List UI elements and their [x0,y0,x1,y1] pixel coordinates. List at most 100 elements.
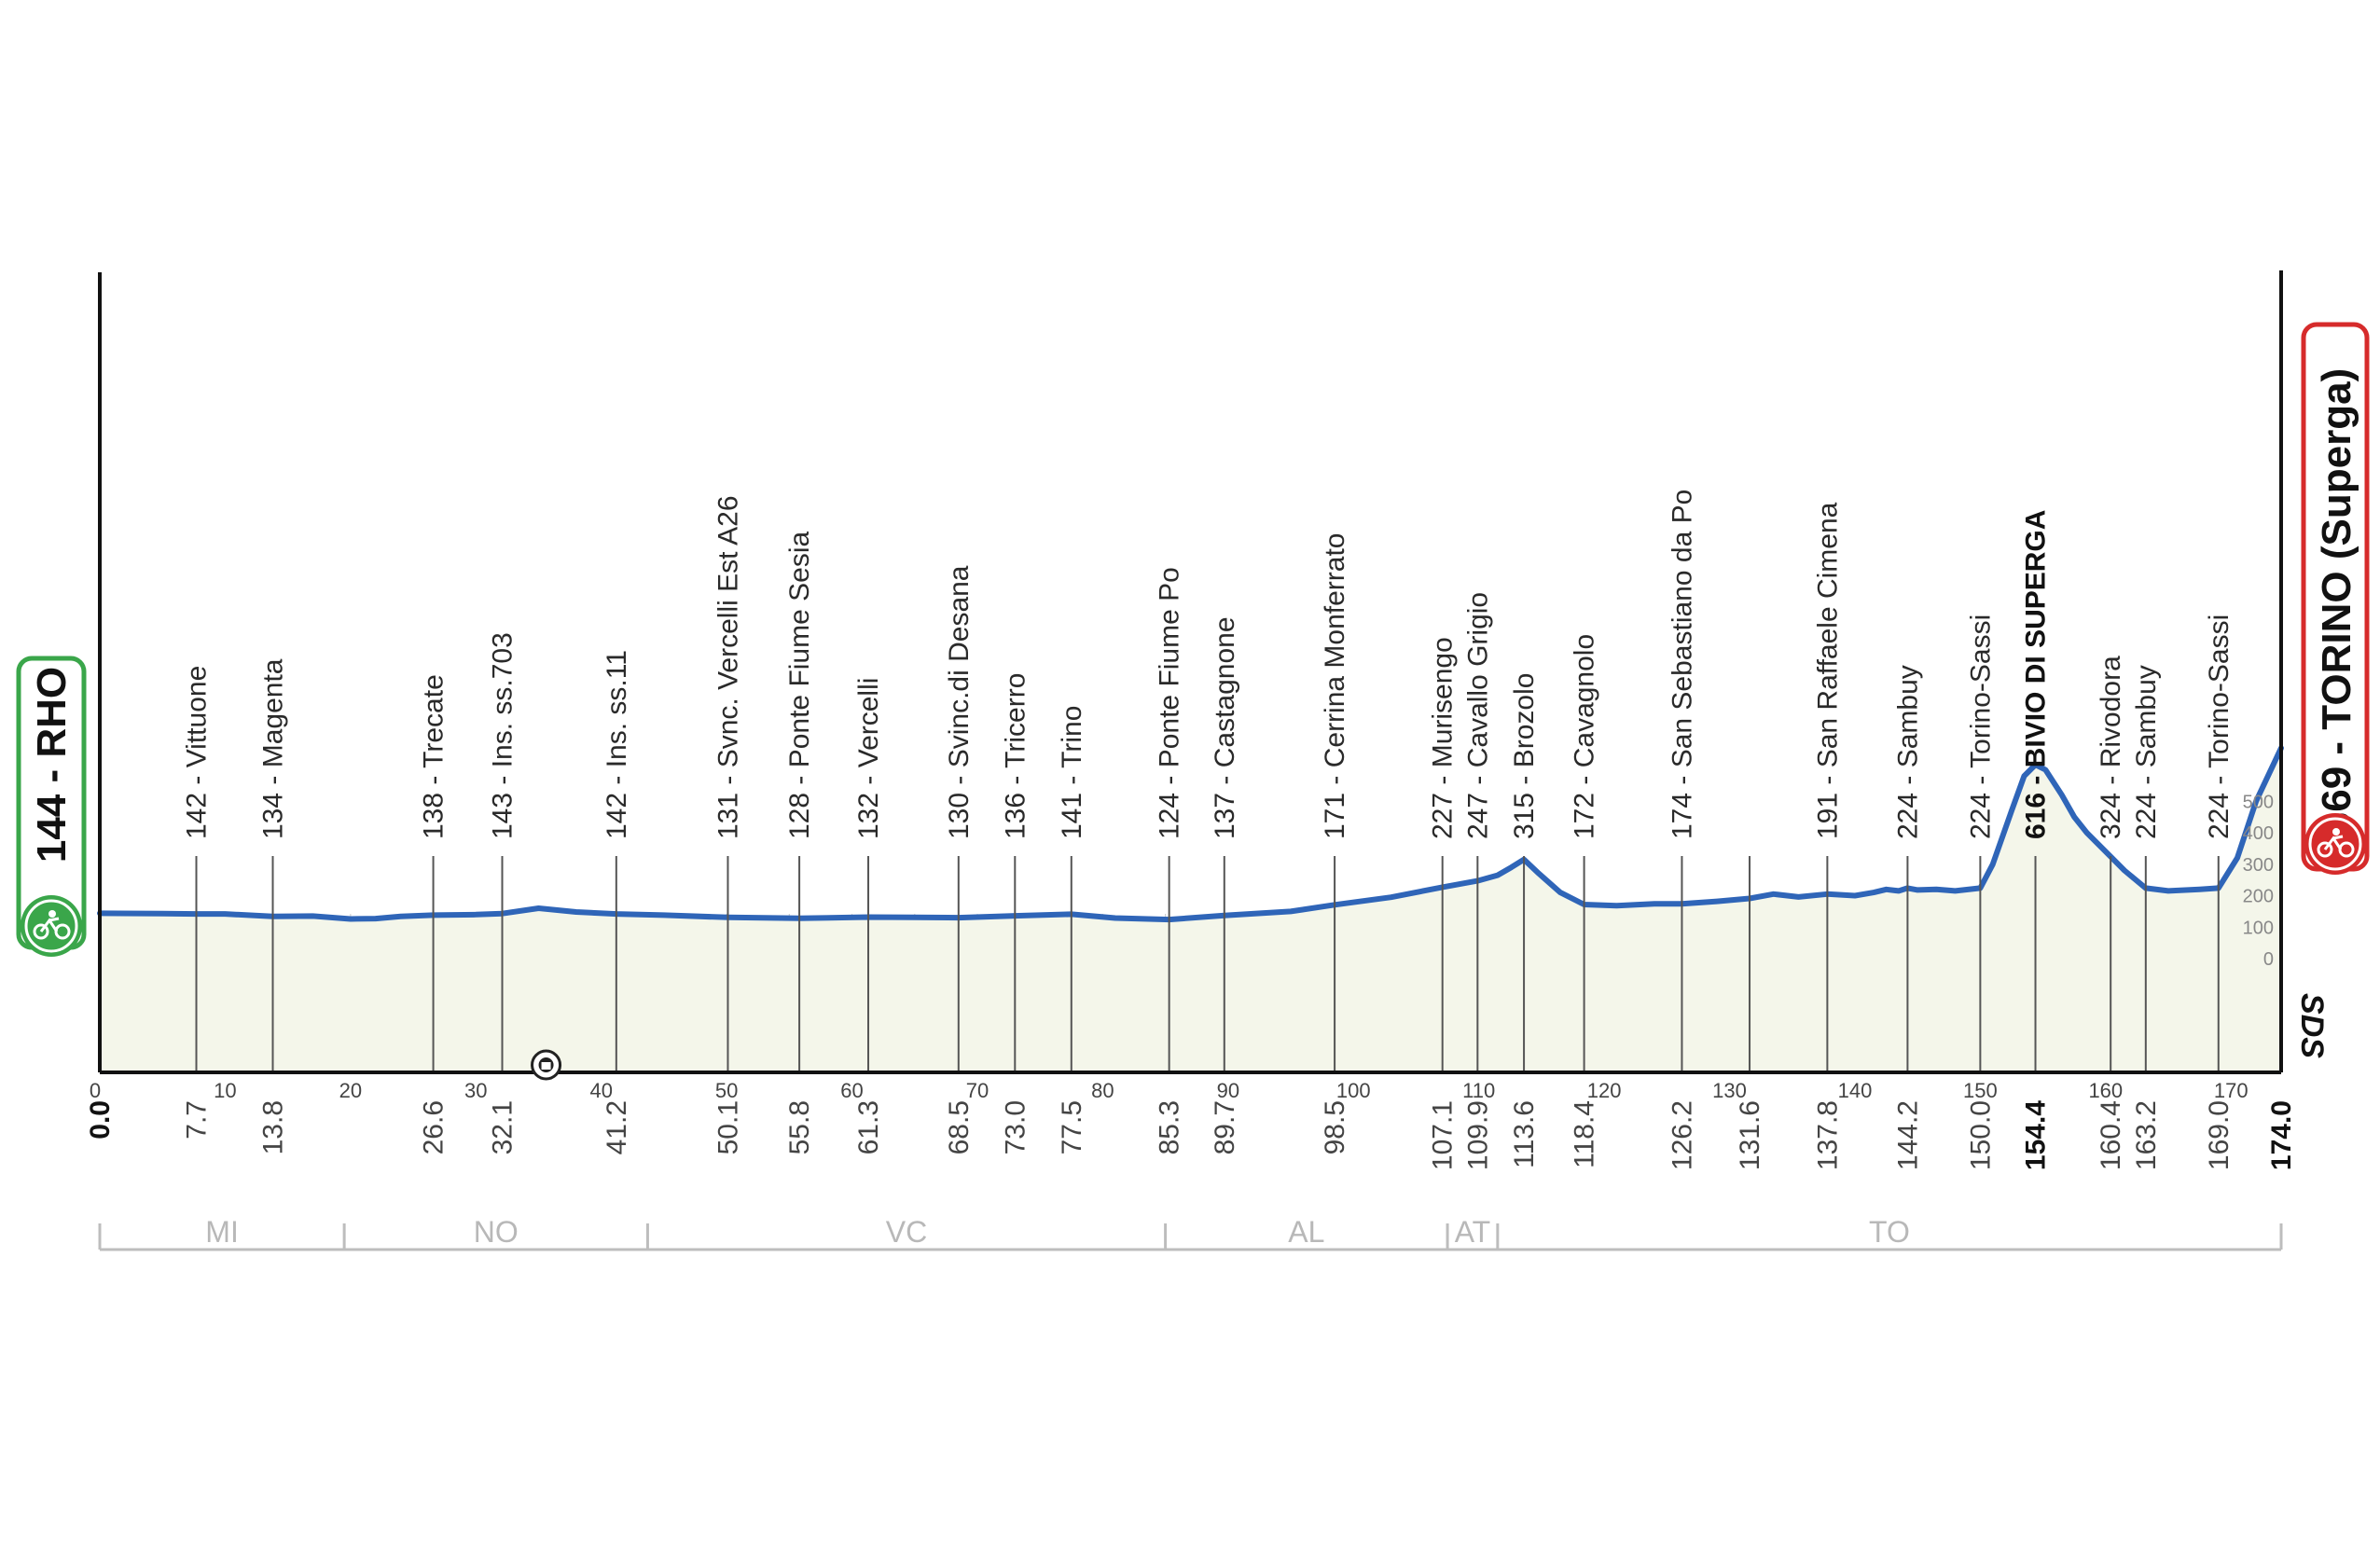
checkpoint-km-label: 107.1 [1428,1100,1459,1170]
tunnel-icon-opening [541,1062,551,1070]
checkpoint-label: 171 - Cerrina Monferrato [1320,533,1350,839]
checkpoint-label: 138 - Trecate [419,674,450,839]
checkpoint-label: 616 - BIVIO DI SUPERGA [2021,510,2052,839]
km-tick-label: 140 [1838,1079,1873,1102]
checkpoint-km-label: 68.5 [944,1100,975,1154]
checkpoint-label: 124 - Ponte Fiume Po [1155,567,1185,839]
finish-label: 669 - TORINO (Superga) [2314,368,2359,835]
region-bar: MI NO VC AL AT TO [98,1215,2283,1251]
checkpoint-km-label: 160.4 [2096,1100,2126,1170]
km-tick-label: 80 [1091,1079,1114,1102]
finish-badge: 669 - TORINO (Superga) [2301,322,2370,875]
checkpoint-km-label: 154.4 [2021,1100,2052,1170]
altitude-tick-label: 100 [2243,918,2274,938]
altitude-tick-label: 400 [2243,823,2274,844]
checkpoint-km-label: 77.5 [1057,1100,1087,1154]
km-tick-label: 40 [589,1079,612,1102]
checkpoint-label: 128 - Ponte Fiume Sesia [784,532,815,839]
km-tick-label: 130 [1712,1079,1747,1102]
region-label: NO [474,1215,519,1249]
checkpoint-label: 315 - Brozolo [1509,673,1540,839]
profile-area [100,748,2281,1072]
checkpoint-km-label: 118.4 [1570,1100,1600,1168]
start-badge: 144 - RHO [16,656,87,957]
start-cyclist-icon [21,895,82,957]
finish-km-label: 174.0 [2266,1100,2297,1170]
checkpoint-label: 143 - Ins. ss.703 [488,632,519,839]
checkpoint-label: 134 - Magenta [258,658,289,839]
profile-layer [97,745,2284,1072]
checkpoint-km-label: 7.7 [182,1100,213,1140]
checkpoint-label: 141 - Trino [1057,706,1087,839]
checkpoint-km-label: 89.7 [1210,1100,1240,1154]
checkpoint-km-label: 61.3 [853,1100,884,1154]
start-km-label: 0.0 [85,1100,116,1140]
checkpoint-label: 132 - Vercelli [853,678,884,839]
checkpoint-label: 136 - Tricerro [1000,673,1031,839]
region-label: AT [1455,1215,1491,1249]
checkpoint-km-label: 13.8 [258,1100,289,1154]
checkpoint-km-label: 126.2 [1667,1100,1697,1170]
checkpoint-km-label: 55.8 [784,1100,815,1154]
km-tick-label: 10 [214,1079,236,1102]
checkpoint-label: 131 - Svnc. Vercelli Est A26 [713,495,743,839]
tunnel-icon [531,1049,562,1081]
checkpoint-km-label: 144.2 [1892,1100,1923,1170]
checkpoint-label: 224 - Sambuy [1892,665,1923,839]
checkpoint-km-label: 131.6 [1735,1100,1765,1170]
km-tick-label: 100 [1336,1079,1371,1102]
region-label: AL [1288,1215,1324,1249]
checkpoint-label: 191 - San Raffaele Cimena [1812,502,1843,839]
checkpoint-km-label: 73.0 [1000,1100,1031,1154]
checkpoint-label: 172 - Cavagnolo [1570,634,1600,839]
checkpoint-km-label: 113.6 [1509,1100,1540,1168]
x-axis: 7.7 13.8 26.6 32.1 41.2 50.1 55.8 61.3 68.5 73.0 7… [85,270,2297,1170]
altitude-tick-label: 500 [2243,792,2274,812]
km-tick-label: 150 [1963,1079,1998,1102]
checkpoint-km-label: 50.1 [713,1100,743,1154]
checkpoint-label: 324 - Rivodora [2096,656,2126,839]
checkpoint-label: 137 - Castagnone [1210,616,1240,839]
km-tick-label: 170 [2214,1079,2249,1102]
checkpoints: 142 - Vittuone 134 - Magenta 138 - Trecate… [182,490,2235,1072]
altitude-tick-label: 0 [2263,949,2274,970]
checkpoint-km-label: 169.0 [2204,1100,2235,1170]
altitude-tick-label: 300 [2243,855,2274,876]
km-tick-label: 0 [90,1079,101,1102]
km-tick-label: 60 [840,1079,863,1102]
checkpoint-km-label: 109.9 [1462,1100,1493,1170]
checkpoint-km-label: 85.3 [1155,1100,1185,1154]
checkpoint-km-label: 41.2 [602,1100,632,1154]
checkpoint-km-label: 98.5 [1320,1100,1350,1154]
checkpoint-km-label: 137.8 [1812,1100,1843,1170]
km-tick-label: 120 [1587,1079,1622,1102]
km-tick-label: 160 [2088,1079,2123,1102]
km-tick-label: 50 [715,1079,738,1102]
checkpoint-km-label: 26.6 [419,1100,450,1154]
profile-line [97,745,2284,923]
checkpoint-label: 224 - Torino-Sassi [1965,615,1996,839]
finish-cyclist-icon [2304,813,2366,875]
region-label: VC [886,1215,927,1249]
checkpoint-label: 142 - Ins. ss.11 [602,650,632,839]
checkpoint-label: 224 - Torino-Sassi [2204,615,2235,839]
checkpoint-km-label: 163.2 [2131,1100,2162,1170]
checkpoint-label: 130 - Svinc.di Desana [944,565,975,839]
checkpoint-label: 224 - Sambuy [2131,665,2162,839]
checkpoint-label: 247 - Cavallo Grigio [1462,592,1493,839]
start-label: 144 - RHO [29,667,75,863]
region-label: TO [1869,1215,1910,1249]
checkpoint-km-label: 32.1 [488,1100,519,1154]
checkpoint-label: 174 - San Sebastiano da Po [1667,490,1697,839]
checkpoint-label: 227 - Murisengo [1428,637,1459,839]
checkpoint-km-label: 150.0 [1965,1100,1996,1170]
km-tick-label: 70 [966,1079,989,1102]
km-tick-label: 90 [1217,1079,1239,1102]
km-tick-label: 30 [464,1079,487,1102]
sds-logo: SDS [2294,993,2330,1058]
altitude-tick-label: 200 [2243,887,2274,907]
checkpoint-label: 142 - Vittuone [182,666,213,839]
region-label: MI [205,1215,239,1249]
km-tick-label: 20 [339,1079,362,1102]
